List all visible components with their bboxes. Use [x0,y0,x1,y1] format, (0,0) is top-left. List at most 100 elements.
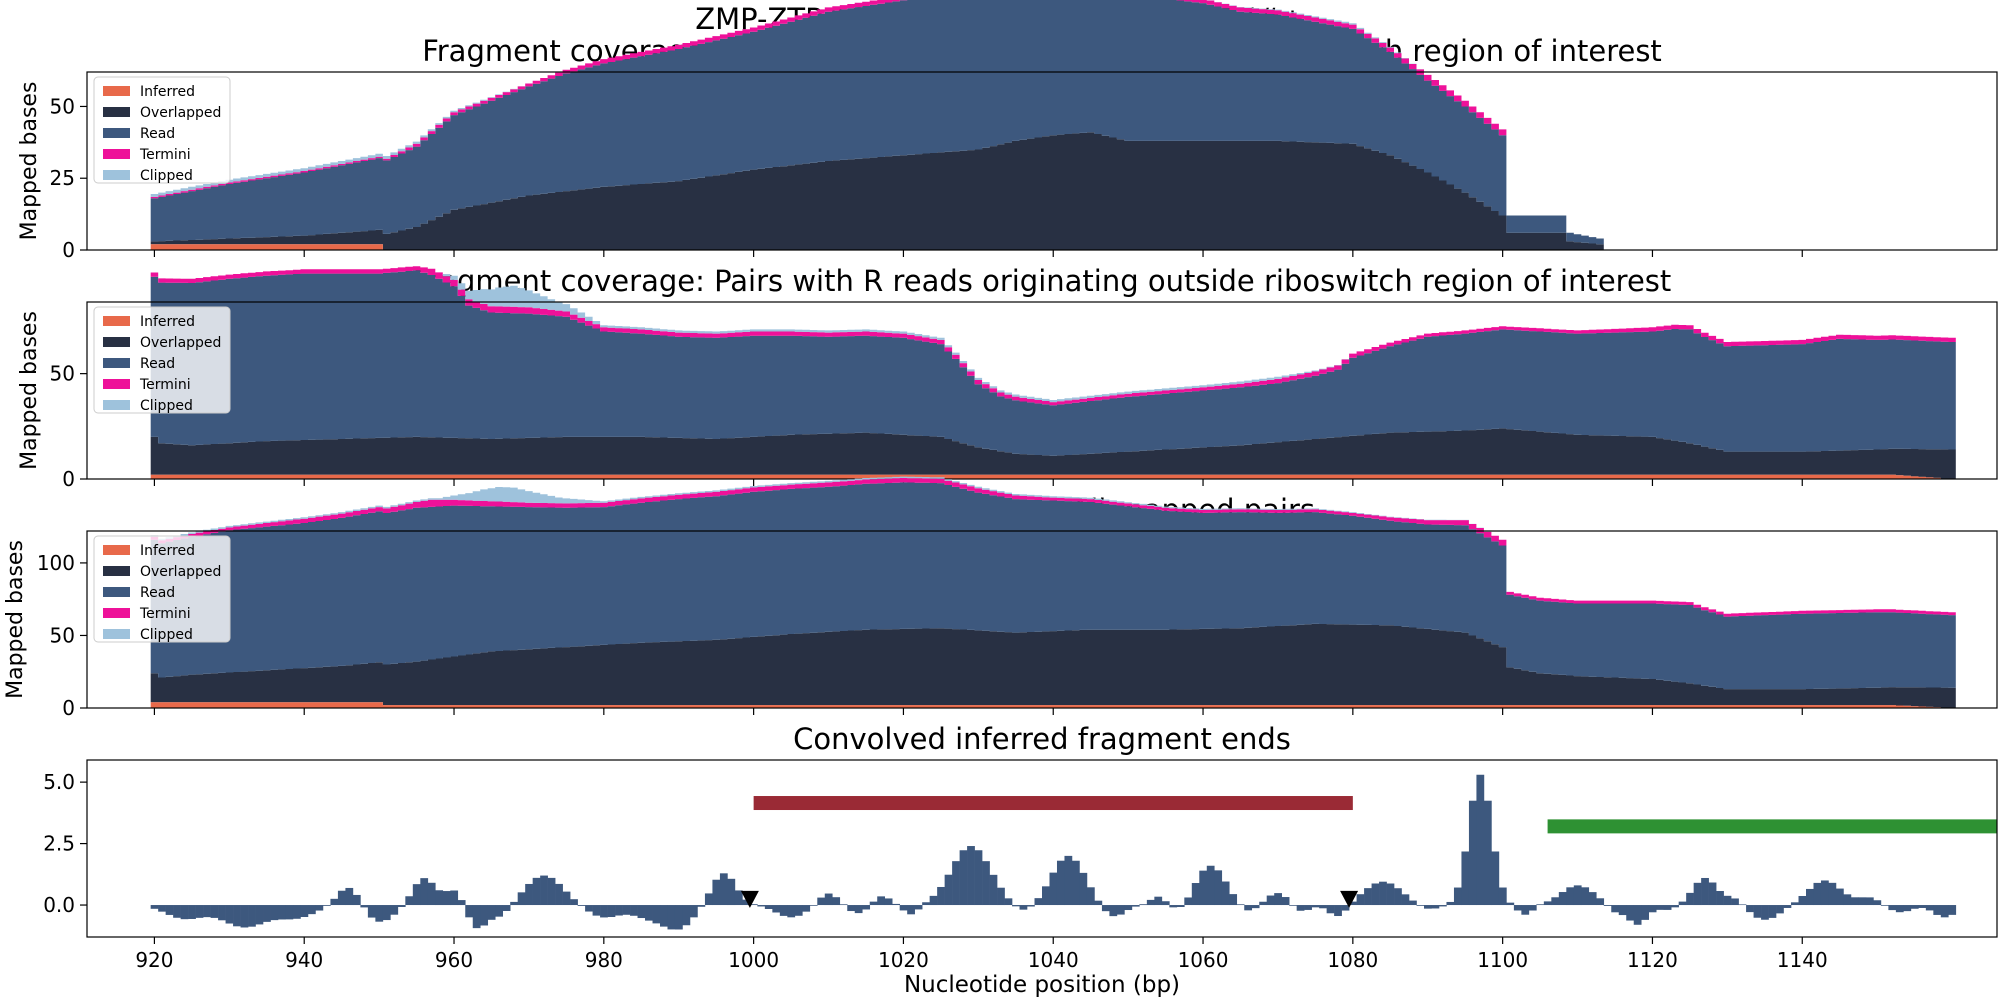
overlapped-layer [150,428,1956,479]
legend-swatch [103,170,130,180]
conv-bar [1468,800,1477,906]
legend-swatch [103,149,130,159]
conv-bar [1124,905,1133,911]
conv-bar [1364,888,1372,906]
conv-bar [1131,905,1140,907]
conv-bar [1326,905,1335,914]
conv-bar [1626,905,1635,921]
conv-bar [645,905,653,921]
y-tick-label: 25 [50,166,75,190]
conv-bar [1161,901,1170,906]
y-tick-label: 5.0 [43,770,75,794]
conv-bar [248,905,256,927]
conv-bar [622,905,631,915]
conv-bar [1094,900,1103,906]
y-axis-label: Mapped bases [3,540,28,699]
conv-bar [1865,897,1874,906]
conv-bar [285,905,294,920]
conv-bar [1334,905,1342,917]
conv-bar [502,905,511,911]
conv-bar [1888,905,1897,911]
conv-bar [1828,882,1837,906]
read-layer [150,270,1956,456]
conv-bar [555,883,563,906]
conv-bar [292,905,301,919]
conv-bar [158,905,166,912]
y-tick-label: 0 [62,696,75,720]
conv-bar [510,901,518,906]
conv-bar [1476,774,1485,906]
conv-bar [420,878,429,906]
legend-label: Clipped [140,398,193,414]
conv-bar [1588,892,1597,906]
conv-bar [660,905,668,927]
x-tick-label: 920 [135,948,173,972]
conv-bar [1551,897,1560,906]
panel-3: Fragment coverage: All mapped pairs05010… [3,476,1998,720]
inferred-layer [150,702,1956,708]
y-tick-label: 50 [50,94,75,118]
conv-bar [847,905,856,912]
conv-bar [1528,905,1537,911]
conv-bar [540,875,548,906]
legend-swatch [103,358,130,368]
conv-bar [307,905,316,915]
conv-bar [1176,905,1185,907]
conv-bar [1206,865,1215,906]
conv-bar [1671,905,1679,908]
conv-bar [1761,905,1769,920]
conv-bar [150,905,159,909]
conv-bar [547,877,556,906]
conv-bar [1438,905,1447,907]
y-axis-label: Mapped bases [17,82,42,241]
legend-swatch [103,107,130,117]
conv-bar [457,900,466,906]
axes-frame [86,71,1998,251]
legend-label: Overlapped [140,564,221,580]
legend-label: Inferred [140,84,195,100]
conv-bar [1289,905,1297,906]
conv-bar [532,877,541,906]
conv-bar [1776,905,1784,914]
conv-bar [1948,905,1957,915]
conv-bar [1806,888,1814,906]
conv-bar [1873,900,1882,906]
conv-bar [1296,905,1305,911]
conv-bar [1850,897,1859,906]
legend: Inferred Overlapped Read Termini Clipped [93,535,231,643]
conv-bar [922,902,930,906]
panel-title: Fragment coverage: Pairs with R reads or… [413,264,1672,298]
conv-bar [1663,905,1672,910]
termini-layer [150,0,1956,250]
legend: Inferred Overlapped Read Termini Clipped [93,306,231,414]
conv-bar [465,905,474,918]
conv-bar [1858,897,1867,906]
inferred-layer [150,474,1956,479]
conv-bar [1341,905,1350,911]
panel-2: Fragment coverage: Pairs with R reads or… [17,264,1998,491]
triangle-marker [1340,890,1359,908]
conv-bar [300,905,309,918]
overlapped-layer [150,623,1956,708]
conv-bar [682,905,691,926]
conv-bar [689,905,698,918]
conv-bar [562,891,571,906]
conv-bar [1409,900,1417,906]
legend-label: Overlapped [140,105,221,121]
conv-bar [233,905,241,927]
conv-bar [412,884,421,906]
conv-bar [997,887,1005,906]
conv-bar [1259,901,1268,906]
conv-bar [210,905,219,918]
conv-bar [787,905,796,918]
conv-bar [854,905,863,914]
conv-bar [674,905,683,930]
conv-bar [1633,905,1642,925]
conv-bar [877,896,886,906]
read-layer [150,482,1956,690]
conv-bar [487,905,496,920]
conv-bar [337,890,346,906]
y-tick-label: 2.5 [43,832,75,856]
conv-bar [652,905,661,924]
